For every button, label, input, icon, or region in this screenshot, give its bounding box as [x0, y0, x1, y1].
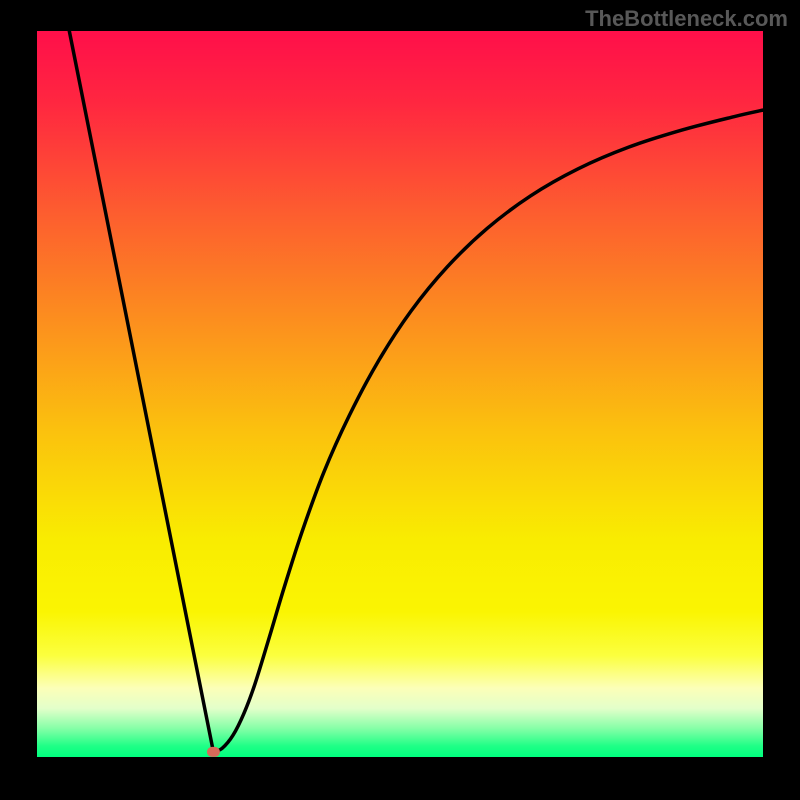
- chart-container: TheBottleneck.com: [0, 0, 800, 800]
- watermark-text: TheBottleneck.com: [585, 6, 788, 32]
- bottleneck-chart: [0, 0, 800, 800]
